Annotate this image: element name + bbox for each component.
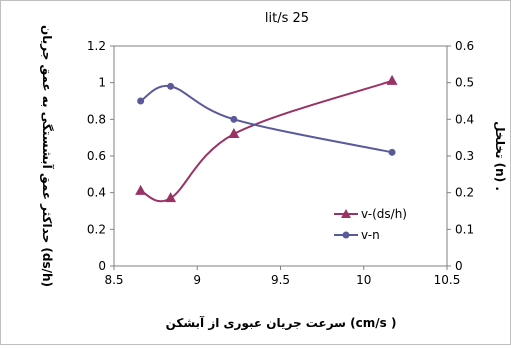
x-tick-label: 9.5 <box>271 273 290 287</box>
data-point-circle <box>230 115 238 123</box>
chart-svg: lit/s 25 8.5 9 9.5 10 10.5 0 0.2 0.4 0.6 0.8 1 1.2… <box>40 11 507 331</box>
y-right-axis-title: تخلخل (n) . <box>493 121 507 191</box>
x-axis-ticks: 8.5 9 9.5 10 10.5 <box>104 266 460 287</box>
data-point-circle <box>137 97 145 105</box>
y-right-tick-label: 0.2 <box>455 186 474 200</box>
plot-border <box>113 45 448 267</box>
legend-label-v-n: v-n <box>361 228 380 242</box>
x-tick-label: 8.5 <box>104 273 123 287</box>
legend: v-(ds/h) v-n <box>334 207 407 242</box>
x-axis-title: سرعت جریان عبوری از آبشکن (cm/s ) <box>166 315 397 331</box>
legend-label-v-ds-h: v-(ds/h) <box>361 207 407 221</box>
y-right-axis-ticks: 0 0.1 0.2 0.3 0.4 0.5 0.6 <box>447 39 474 273</box>
data-point-triangle <box>228 128 240 138</box>
y-right-tick-label: 0.3 <box>455 149 474 163</box>
series-layer <box>135 74 398 203</box>
y-left-axis-title: حداکثر عمق آبشستگی به عمق جریان (ds/h) <box>40 25 55 287</box>
y-left-tick-label: 0.2 <box>87 222 106 236</box>
y-left-tick-label: 0 <box>98 259 106 273</box>
data-point-circle <box>167 82 175 90</box>
legend-marker-v-n <box>342 231 350 239</box>
y-right-tick-label: 0.6 <box>455 39 474 53</box>
data-point-triangle <box>386 74 398 85</box>
y-right-tick-label: 0.4 <box>455 112 474 126</box>
y-left-tick-label: 0.4 <box>87 186 106 200</box>
y-left-tick-label: 1 <box>98 76 106 90</box>
x-tick-label: 9 <box>193 273 201 287</box>
series-line-1 <box>140 84 393 154</box>
x-tick-label: 10 <box>356 273 371 287</box>
x-tick-label: 10.5 <box>434 273 461 287</box>
data-point-triangle <box>165 192 177 203</box>
series-line-0 <box>140 79 393 203</box>
y-left-tick-label: 1.2 <box>87 39 106 53</box>
plot-area <box>113 45 448 267</box>
data-point-circle <box>388 148 396 156</box>
y-right-tick-label: 0.5 <box>455 76 474 90</box>
data-point-triangle <box>135 184 147 195</box>
y-left-axis-ticks: 0 0.2 0.4 0.6 0.8 1 1.2 <box>87 39 114 273</box>
y-right-tick-label: 0.1 <box>455 222 474 236</box>
y-right-tick-label: 0 <box>455 259 463 273</box>
y-left-tick-label: 0.6 <box>87 149 106 163</box>
chart-title: lit/s 25 <box>265 11 309 26</box>
y-left-tick-label: 0.8 <box>87 112 106 126</box>
legend-marker-v-ds-h <box>341 209 351 218</box>
